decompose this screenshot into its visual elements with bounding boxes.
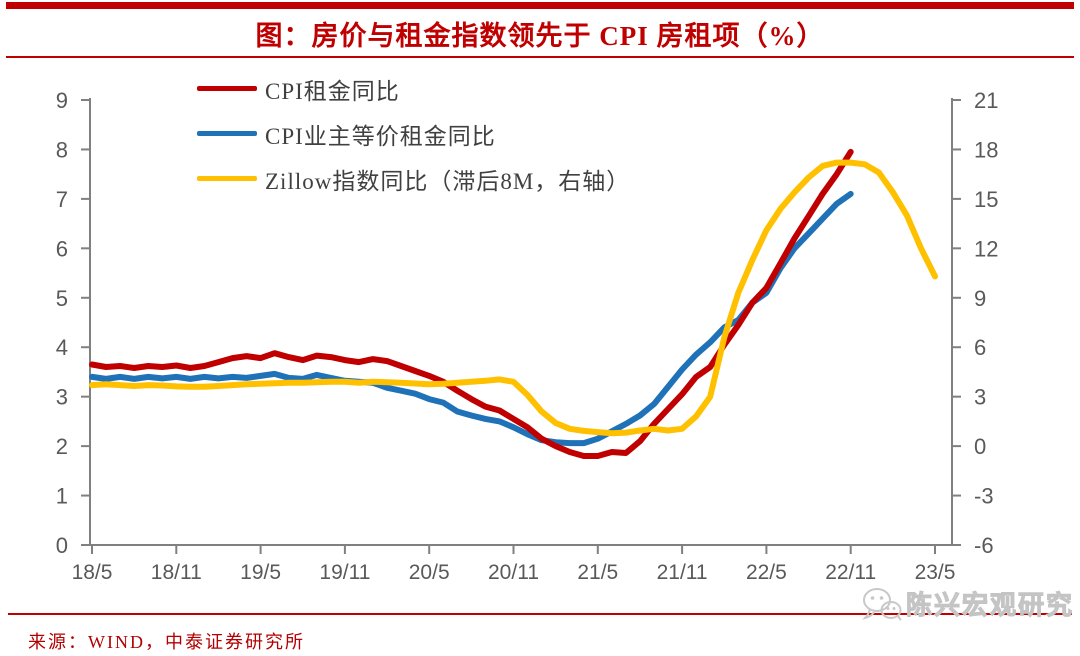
title-underline: [6, 56, 1074, 58]
legend-label-cpi-oer: CPI业主等价租金同比: [265, 123, 496, 149]
y-left-tick-label: 9: [56, 88, 68, 113]
legend-item-cpi-oer: CPI业主等价租金同比: [197, 111, 630, 156]
y-left-tick-label: 1: [56, 484, 68, 509]
y-right-tick-label: -3: [974, 484, 994, 509]
legend-swatch-blue: [197, 131, 257, 136]
y-left-tick-label: 0: [56, 533, 68, 558]
chart-title: 图：房价与租金指数领先于 CPI 房租项（%）: [255, 21, 825, 51]
legend-label-cpi-rent: CPI租金同比: [265, 78, 400, 104]
y-right-tick-label: 12: [974, 236, 998, 261]
y-left-tick-label: 7: [56, 187, 68, 212]
y-right-tick-label: 9: [974, 286, 986, 311]
y-left-tick-label: 8: [56, 137, 68, 162]
y-right-tick-label: -6: [974, 533, 994, 558]
footer-rule: [8, 613, 1072, 615]
series-line-1: [89, 190, 854, 447]
legend-item-cpi-rent: CPI租金同比: [197, 66, 630, 111]
source-note: 来源：WIND，中泰证券研究所: [28, 632, 305, 652]
y-left-tick-label: 3: [56, 385, 68, 410]
x-tick-label: 20/5: [409, 561, 450, 584]
x-tick-label: 22/11: [825, 561, 876, 584]
x-tick-label: 21/5: [577, 561, 618, 584]
top-accent-bar: [6, 2, 1074, 9]
x-tick-label: 19/5: [240, 561, 281, 584]
legend-swatch-red: [197, 86, 257, 91]
y-left-tick-label: 2: [56, 434, 68, 459]
x-tick-label: 18/5: [72, 561, 113, 584]
y-right-tick-label: 15: [974, 187, 998, 212]
x-tick-label: 19/11: [319, 561, 370, 584]
y-left-tick-label: 4: [56, 335, 68, 360]
y-left-tick-label: 5: [56, 286, 68, 311]
legend-swatch-yellow: [197, 176, 257, 181]
watermark-text: 陈兴宏观研究: [905, 590, 1074, 621]
watermark: 陈兴宏观研究: [861, 585, 1074, 622]
x-tick-label: 18/11: [151, 561, 202, 584]
y-right-tick-label: 6: [974, 335, 986, 360]
x-tick-label: 21/11: [657, 561, 708, 584]
x-tick-label: 22/5: [746, 561, 787, 584]
chart-legend: CPI租金同比 CPI业主等价租金同比 Zillow指数同比（滞后8M，右轴）: [197, 66, 630, 201]
legend-label-zillow: Zillow指数同比（滞后8M，右轴）: [265, 168, 631, 194]
legend-item-zillow: Zillow指数同比（滞后8M，右轴）: [197, 156, 630, 201]
y-right-tick-label: 0: [974, 434, 986, 459]
x-tick-label: 23/5: [915, 561, 956, 584]
x-tick-label: 20/11: [488, 561, 539, 584]
wechat-icon: [861, 587, 902, 621]
y-left-tick-label: 6: [56, 236, 68, 261]
y-right-tick-label: 18: [974, 137, 998, 162]
series-line-2: [89, 159, 938, 437]
y-right-tick-label: 3: [974, 385, 986, 410]
y-right-tick-label: 21: [974, 88, 998, 113]
